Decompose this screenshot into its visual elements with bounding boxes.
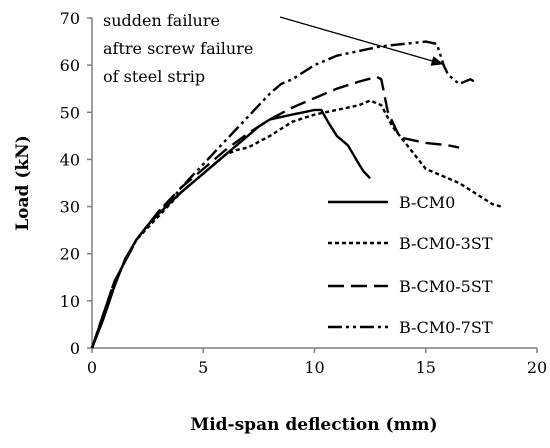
y-tick-label: 10 — [60, 292, 80, 311]
legend-item-b-cm0-3st: B-CM0-3ST — [328, 234, 493, 253]
x-ticks: 0 5 10 15 20 — [87, 348, 547, 377]
x-tick-label: 20 — [527, 358, 547, 377]
legend-item-b-cm0-5st: B-CM0-5ST — [328, 277, 493, 296]
annotation-arrow — [279, 16, 433, 62]
legend-item-b-cm0-7st: B-CM0-7ST — [328, 318, 493, 337]
y-tick-label: 50 — [60, 103, 80, 122]
legend-item-b-cm0: B-CM0 — [328, 193, 455, 212]
x-tick-label: 15 — [416, 358, 436, 377]
y-tick-label: 60 — [60, 56, 80, 75]
series-line-b-cm0-7st — [90, 40, 476, 349]
y-tick-label: 20 — [60, 245, 80, 264]
annotation: sudden failure aftre screw failure of st… — [103, 11, 444, 86]
legend-label-b-cm0: B-CM0 — [399, 193, 455, 212]
y-tick-label: 0 — [70, 339, 80, 358]
annotation-line-3: of steel strip — [103, 67, 205, 86]
y-axis-title: Load (kN) — [13, 135, 33, 231]
annotation-line-2: aftre screw failure — [103, 39, 253, 58]
legend-label-b-cm0-3st: B-CM0-3ST — [399, 234, 493, 253]
x-tick-label: 10 — [304, 358, 324, 377]
legend: B-CM0 B-CM0-3ST B-CM0-5ST B-CM0-7ST — [328, 193, 493, 337]
annotation-line-1: sudden failure — [103, 11, 220, 30]
series-line-b-cm0-5st — [90, 75, 460, 349]
y-tick-label: 40 — [60, 150, 80, 169]
legend-label-b-cm0-5st: B-CM0-5ST — [399, 277, 493, 296]
y-tick-label: 70 — [60, 9, 80, 28]
x-tick-label: 5 — [198, 358, 208, 377]
series-group — [90, 40, 502, 349]
y-tick-label: 30 — [60, 198, 80, 217]
x-tick-label: 0 — [87, 358, 97, 377]
x-axis-title: Mid-span deflection (mm) — [190, 415, 437, 435]
series-line-b-cm0 — [90, 108, 371, 349]
series-line-b-cm0-3st — [90, 99, 502, 349]
annotation-arrowhead — [430, 56, 444, 66]
y-ticks: 0 10 20 30 40 50 60 70 — [60, 9, 92, 358]
legend-label-b-cm0-7st: B-CM0-7ST — [399, 318, 493, 337]
